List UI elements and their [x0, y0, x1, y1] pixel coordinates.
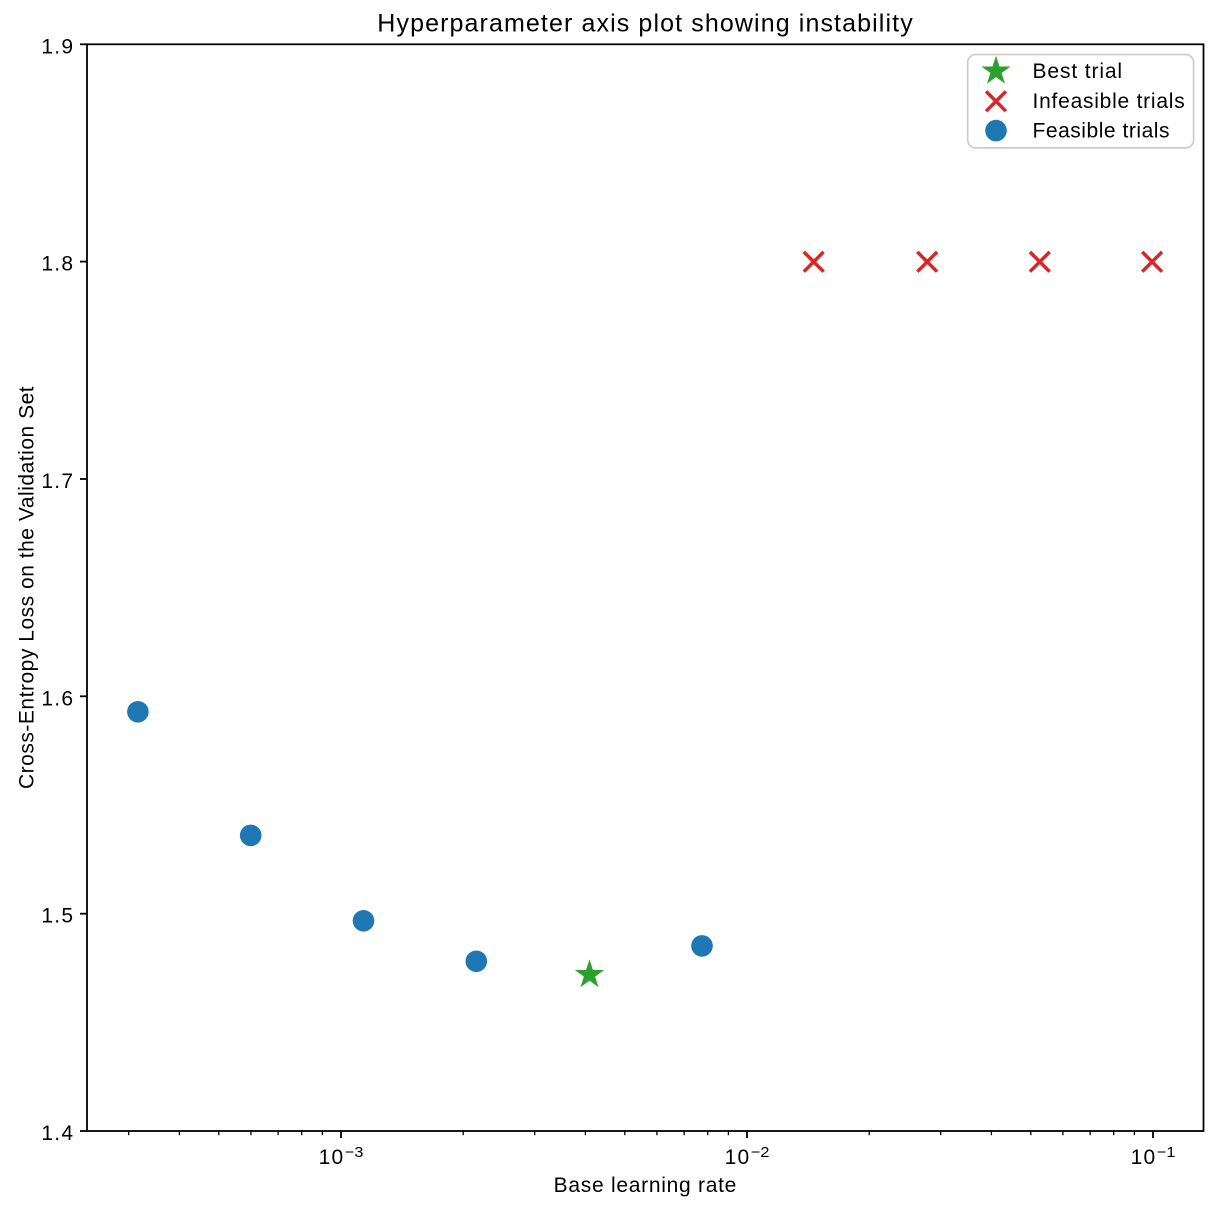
- svg-text:Base learning rate: Base learning rate: [554, 1174, 737, 1197]
- svg-text:−2: −2: [751, 1144, 770, 1161]
- svg-text:10: 10: [725, 1146, 751, 1169]
- svg-text:Best trial: Best trial: [1033, 60, 1123, 83]
- svg-text:−1: −1: [1157, 1144, 1176, 1161]
- svg-text:1.9: 1.9: [41, 35, 73, 58]
- svg-text:1.7: 1.7: [41, 470, 73, 493]
- svg-text:1.8: 1.8: [41, 253, 73, 276]
- svg-text:10: 10: [319, 1146, 345, 1169]
- svg-text:1.4: 1.4: [41, 1122, 73, 1145]
- svg-text:1.5: 1.5: [41, 905, 73, 928]
- svg-text:Infeasible trials: Infeasible trials: [1033, 90, 1185, 113]
- svg-text:10: 10: [1131, 1146, 1157, 1169]
- svg-text:Hyperparameter axis plot showi: Hyperparameter axis plot showing instabi…: [377, 10, 913, 38]
- svg-text:Cross-Entropy Loss on the Vali: Cross-Entropy Loss on the Validation Set: [16, 386, 39, 789]
- svg-text:−3: −3: [345, 1144, 364, 1161]
- svg-text:Feasible trials: Feasible trials: [1033, 119, 1170, 142]
- svg-text:1.6: 1.6: [41, 687, 73, 710]
